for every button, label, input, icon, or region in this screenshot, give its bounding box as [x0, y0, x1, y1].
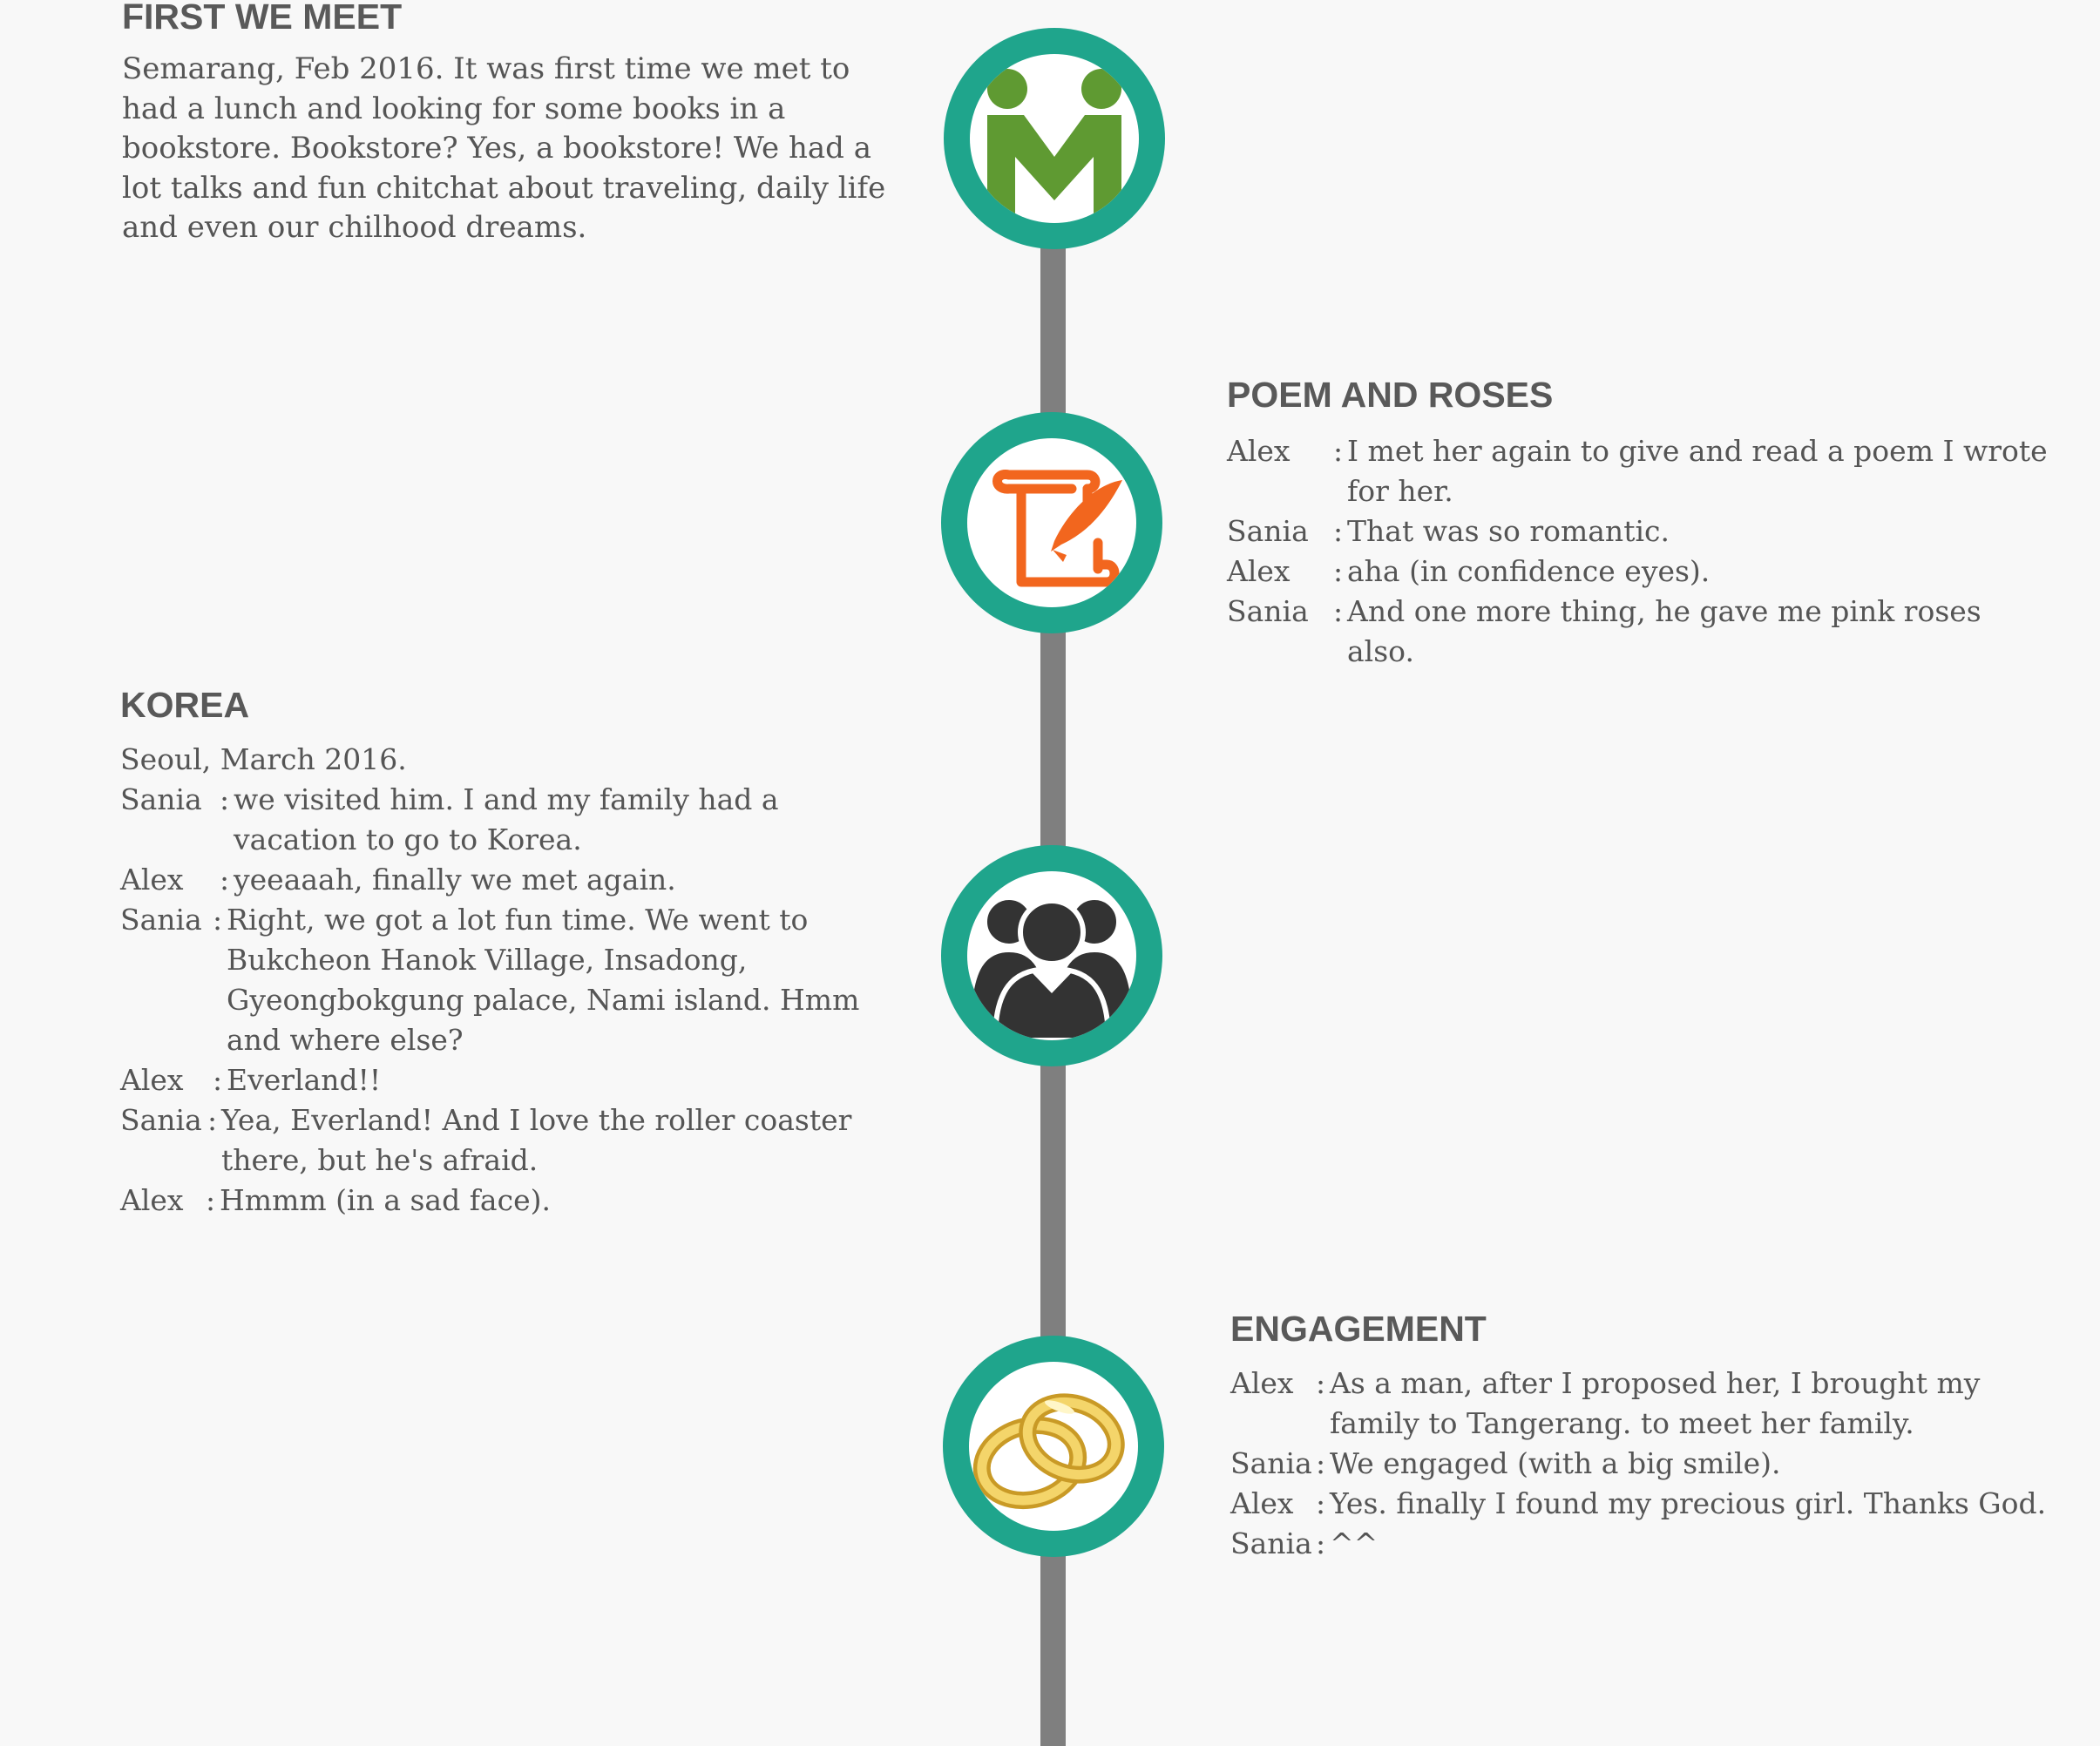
separator: : — [207, 1103, 218, 1137]
speaker: Sania — [1227, 514, 1309, 548]
separator: : — [1333, 594, 1344, 628]
dialogue-text: yeeaaah, finally we met again. — [234, 863, 676, 897]
family-group-icon — [967, 895, 1136, 1040]
speaker: Sania — [120, 1103, 202, 1137]
meeting-people-icon — [987, 69, 1121, 215]
milestone-inner — [967, 871, 1136, 1040]
separator: : — [1316, 1366, 1326, 1400]
milestone-inner — [969, 1362, 1138, 1531]
section-text: Semarang, Feb 2016. It was first time we… — [122, 51, 886, 245]
milestone-first-we-meet — [944, 28, 1165, 249]
speaker: Alex — [1230, 1486, 1294, 1520]
separator: : — [206, 1183, 216, 1217]
separator: : — [1333, 434, 1344, 468]
dialogue-text: Yes. finally I found my precious girl. T… — [1330, 1486, 2047, 1520]
dialogue-line: Sania: And one more thing, he gave me pin… — [1227, 592, 2055, 672]
dialogue-list: Alex: I met her again to give and read a … — [1227, 431, 2055, 672]
dialogue-line: Alex: As a man, after I proposed her, I b… — [1230, 1364, 2058, 1444]
dialogue-text: And one more thing, he gave me pink rose… — [1347, 594, 1981, 668]
speaker: Sania — [1230, 1446, 1312, 1480]
separator: : — [1333, 514, 1344, 548]
dialogue-text: Right, we got a lot fun time. We went to… — [227, 903, 860, 1057]
speaker: Sania — [1227, 594, 1309, 628]
milestone-korea — [941, 845, 1162, 1066]
wedding-rings-icon — [972, 1393, 1125, 1510]
speaker: Alex — [120, 1183, 184, 1217]
speaker: Alex — [120, 863, 184, 897]
separator: : — [220, 863, 230, 897]
section-intro: Seoul, March 2016. — [120, 742, 407, 776]
section-engagement: ENGAGEMENT Alex: As a man, after I propos… — [1230, 1309, 2058, 1564]
dialogue-line: Alex: Yes. finally I found my precious gi… — [1230, 1484, 2058, 1524]
dialogue-text: aha (in confidence eyes). — [1347, 554, 1710, 588]
dialogue-list: Alex: As a man, after I proposed her, I b… — [1230, 1364, 2058, 1564]
section-title: KOREA — [120, 685, 250, 725]
separator: : — [213, 1063, 223, 1097]
milestone-engagement — [943, 1336, 1164, 1557]
dialogue-text: ^^ — [1330, 1526, 1379, 1560]
dialogue-text: We engaged (with a big smile). — [1330, 1446, 1781, 1480]
dialogue-text: we visited him. I and my family had a va… — [234, 782, 779, 856]
separator: : — [1316, 1526, 1326, 1560]
separator: : — [1316, 1446, 1326, 1480]
speaker: Alex — [1230, 1366, 1294, 1400]
speaker: Alex — [1227, 434, 1290, 468]
milestone-poem-and-roses — [941, 412, 1162, 633]
dialogue-text: Everland!! — [227, 1063, 382, 1097]
dialogue-line: Sania: We engaged (with a big smile). — [1230, 1444, 2058, 1484]
dialogue-line: Sania: ^^ — [1230, 1524, 2058, 1564]
separator: : — [220, 782, 230, 816]
dialogue-line: Sania: That was so romantic. — [1227, 511, 2055, 552]
dialogue-text: Hmmm (in a sad face). — [220, 1183, 551, 1217]
separator: : — [1333, 554, 1344, 588]
milestone-inner — [967, 438, 1136, 607]
dialogue-line: Sania: Right, we got a lot fun time. We w… — [120, 900, 904, 1060]
section-poem-and-roses: POEM AND ROSES Alex: I met her again to g… — [1227, 375, 2055, 672]
dialogue-text: That was so romantic. — [1347, 514, 1670, 548]
dialogue-line: Sania: we visited him. I and my family ha… — [120, 780, 904, 860]
speaker: Alex — [120, 1063, 184, 1097]
milestone-inner — [970, 54, 1139, 223]
dialogue-line: Alex: yeeaaah, finally we met again. — [120, 860, 904, 900]
section-title: FIRST WE MEET — [122, 0, 403, 37]
dialogue-line: Alex: aha (in confidence eyes). — [1227, 552, 2055, 592]
section-first-we-meet: FIRST WE MEET Semarang, Feb 2016. It was… — [122, 0, 906, 248]
dialogue-text: Yea, Everland! And I love the roller coa… — [221, 1103, 852, 1177]
dialogue-line: Sania: Yea, Everland! And I love the roll… — [120, 1100, 904, 1181]
section-title: POEM AND ROSES — [1227, 375, 1554, 415]
section-korea: KOREA Seoul, March 2016. Sania: we visite… — [120, 685, 904, 1221]
dialogue-line: Alex: Hmmm (in a sad face). — [120, 1181, 904, 1221]
dialogue-text: As a man, after I proposed her, I brough… — [1330, 1366, 1981, 1440]
section-title: ENGAGEMENT — [1230, 1309, 1487, 1349]
dialogue-line: Alex: Everland!! — [120, 1060, 904, 1100]
speaker: Alex — [1227, 554, 1290, 588]
dialogue-line: Alex: I met her again to give and read a … — [1227, 431, 2055, 511]
separator: : — [213, 903, 223, 937]
dialogue-list: Sania: we visited him. I and my family ha… — [120, 780, 904, 1221]
speaker: Sania — [120, 903, 202, 937]
scroll-quill-icon — [992, 470, 1122, 587]
speaker: Sania — [1230, 1526, 1312, 1560]
dialogue-text: I met her again to give and read a poem … — [1347, 434, 2048, 508]
speaker: Sania — [120, 782, 202, 816]
separator: : — [1316, 1486, 1326, 1520]
